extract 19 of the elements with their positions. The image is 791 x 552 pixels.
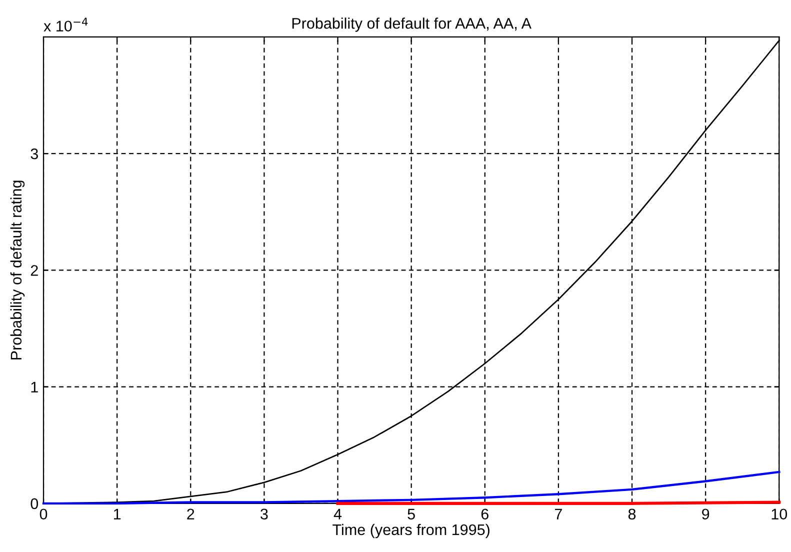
x-tick-label: 1 — [114, 508, 121, 520]
x-tick-label: 6 — [481, 508, 488, 520]
x-tick-label: 2 — [187, 508, 194, 520]
chart-title: Probability of default for AAA, AA, A — [292, 18, 532, 32]
x-tick-label: 5 — [408, 508, 415, 520]
x-tick-label: 3 — [260, 508, 268, 520]
x-tick-label: 7 — [554, 508, 562, 520]
y-tick-label: 3 — [30, 148, 38, 160]
y-axis-title: Probability of default rating — [10, 180, 25, 360]
y-tick-label: 0 — [30, 498, 38, 510]
x-axis-title: Time (years from 1995) — [332, 524, 490, 538]
x-tick-label: 4 — [334, 508, 342, 520]
x-tick-label: 8 — [628, 508, 636, 520]
x-tick-label: 0 — [40, 508, 48, 520]
y-tick-label: 2 — [30, 265, 38, 276]
text: x 10$^{−4}$ — [44, 18, 88, 32]
x-tick-label: 9 — [702, 508, 710, 520]
x-tick-label: 10 — [772, 508, 788, 520]
y-tick-label: 1 — [31, 382, 38, 392]
